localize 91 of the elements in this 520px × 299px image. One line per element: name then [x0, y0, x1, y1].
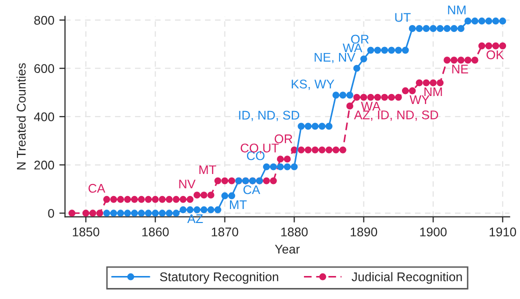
- legend-label: Judicial Recognition: [352, 272, 462, 284]
- y-tick-label: 600: [34, 64, 54, 73]
- annotation: OR: [351, 34, 369, 44]
- annotation: CO: [246, 151, 264, 160]
- point: [130, 210, 138, 217]
- annotation: CA: [243, 185, 260, 194]
- point: [388, 46, 395, 54]
- point: [471, 18, 478, 25]
- point: [499, 18, 506, 25]
- point: [298, 122, 305, 130]
- point: [408, 25, 416, 32]
- y-tick-label: 400: [34, 112, 54, 122]
- annotation: AZ, ID, ND, SD: [354, 110, 438, 121]
- point: [402, 46, 409, 54]
- point: [200, 206, 208, 214]
- point: [284, 163, 291, 170]
- point: [312, 122, 319, 130]
- annotation: NM: [424, 87, 442, 96]
- x-tick-label: 1910: [490, 228, 516, 236]
- point: [450, 25, 458, 32]
- point: [422, 25, 430, 32]
- point: [276, 163, 284, 170]
- point: [485, 18, 492, 25]
- point: [367, 46, 374, 54]
- x-tick-label: 1850: [72, 228, 100, 236]
- annotation: ID, ND, SD: [239, 110, 300, 122]
- point: [353, 64, 360, 72]
- annotation: NE: [452, 64, 468, 74]
- annotation: WA: [360, 102, 381, 111]
- point: [478, 18, 486, 25]
- point: [381, 46, 388, 54]
- annotation: OK: [486, 50, 504, 60]
- annotation: UT: [395, 13, 411, 22]
- annotation: WA: [342, 44, 362, 52]
- point: [214, 206, 222, 214]
- point: [326, 122, 332, 130]
- point: [172, 210, 180, 217]
- y-tick-label: 200: [34, 160, 54, 170]
- annotation: OR: [274, 134, 292, 144]
- point: [180, 206, 187, 214]
- point: [444, 25, 451, 32]
- point: [138, 210, 145, 217]
- point: [416, 25, 423, 32]
- x-tick-label: 1860: [142, 228, 169, 236]
- point: [374, 46, 382, 54]
- point: [110, 210, 118, 217]
- point: [262, 163, 270, 170]
- y-axis-title: N Treated Counties: [16, 63, 26, 170]
- point: [221, 192, 228, 200]
- point: [464, 18, 472, 25]
- point: [103, 210, 110, 217]
- x-tick-label: 1900: [420, 228, 447, 236]
- point: [290, 163, 298, 170]
- point: [207, 206, 214, 214]
- x-tick-label: 1880: [281, 228, 308, 236]
- annotation: NE, NV: [314, 52, 356, 64]
- x-tick-label: 1890: [350, 228, 378, 236]
- point: [394, 46, 402, 54]
- annotation: NM: [448, 6, 466, 14]
- annotation: CA: [88, 184, 106, 193]
- point: [124, 210, 131, 217]
- point: [339, 92, 346, 99]
- point: [144, 210, 152, 217]
- x-tick-label: 1870: [212, 228, 238, 236]
- point: [304, 122, 312, 130]
- y-tick-label: 800: [34, 16, 54, 25]
- point: [360, 55, 368, 62]
- point: [186, 206, 194, 214]
- point: [492, 18, 500, 25]
- point: [430, 25, 437, 32]
- annotation: CO,UT: [240, 144, 279, 154]
- legend-label: Statutory Recognition: [160, 272, 278, 284]
- point: [318, 122, 326, 130]
- y-tick-label: 0: [48, 208, 54, 218]
- annotation: WY: [410, 95, 430, 104]
- annotation: NV: [179, 180, 196, 188]
- point: [166, 210, 173, 217]
- point: [117, 210, 124, 217]
- point: [458, 25, 464, 32]
- point: [194, 206, 200, 214]
- point: [270, 163, 277, 170]
- annotation: MT: [199, 165, 216, 174]
- annotation: KS, WY: [292, 80, 334, 90]
- point: [158, 210, 166, 217]
- annotation: MT: [230, 200, 247, 209]
- x-axis-title: Year: [274, 244, 300, 254]
- point: [228, 192, 236, 200]
- point: [346, 92, 354, 99]
- point: [152, 210, 159, 217]
- point: [436, 25, 444, 32]
- point: [332, 92, 340, 99]
